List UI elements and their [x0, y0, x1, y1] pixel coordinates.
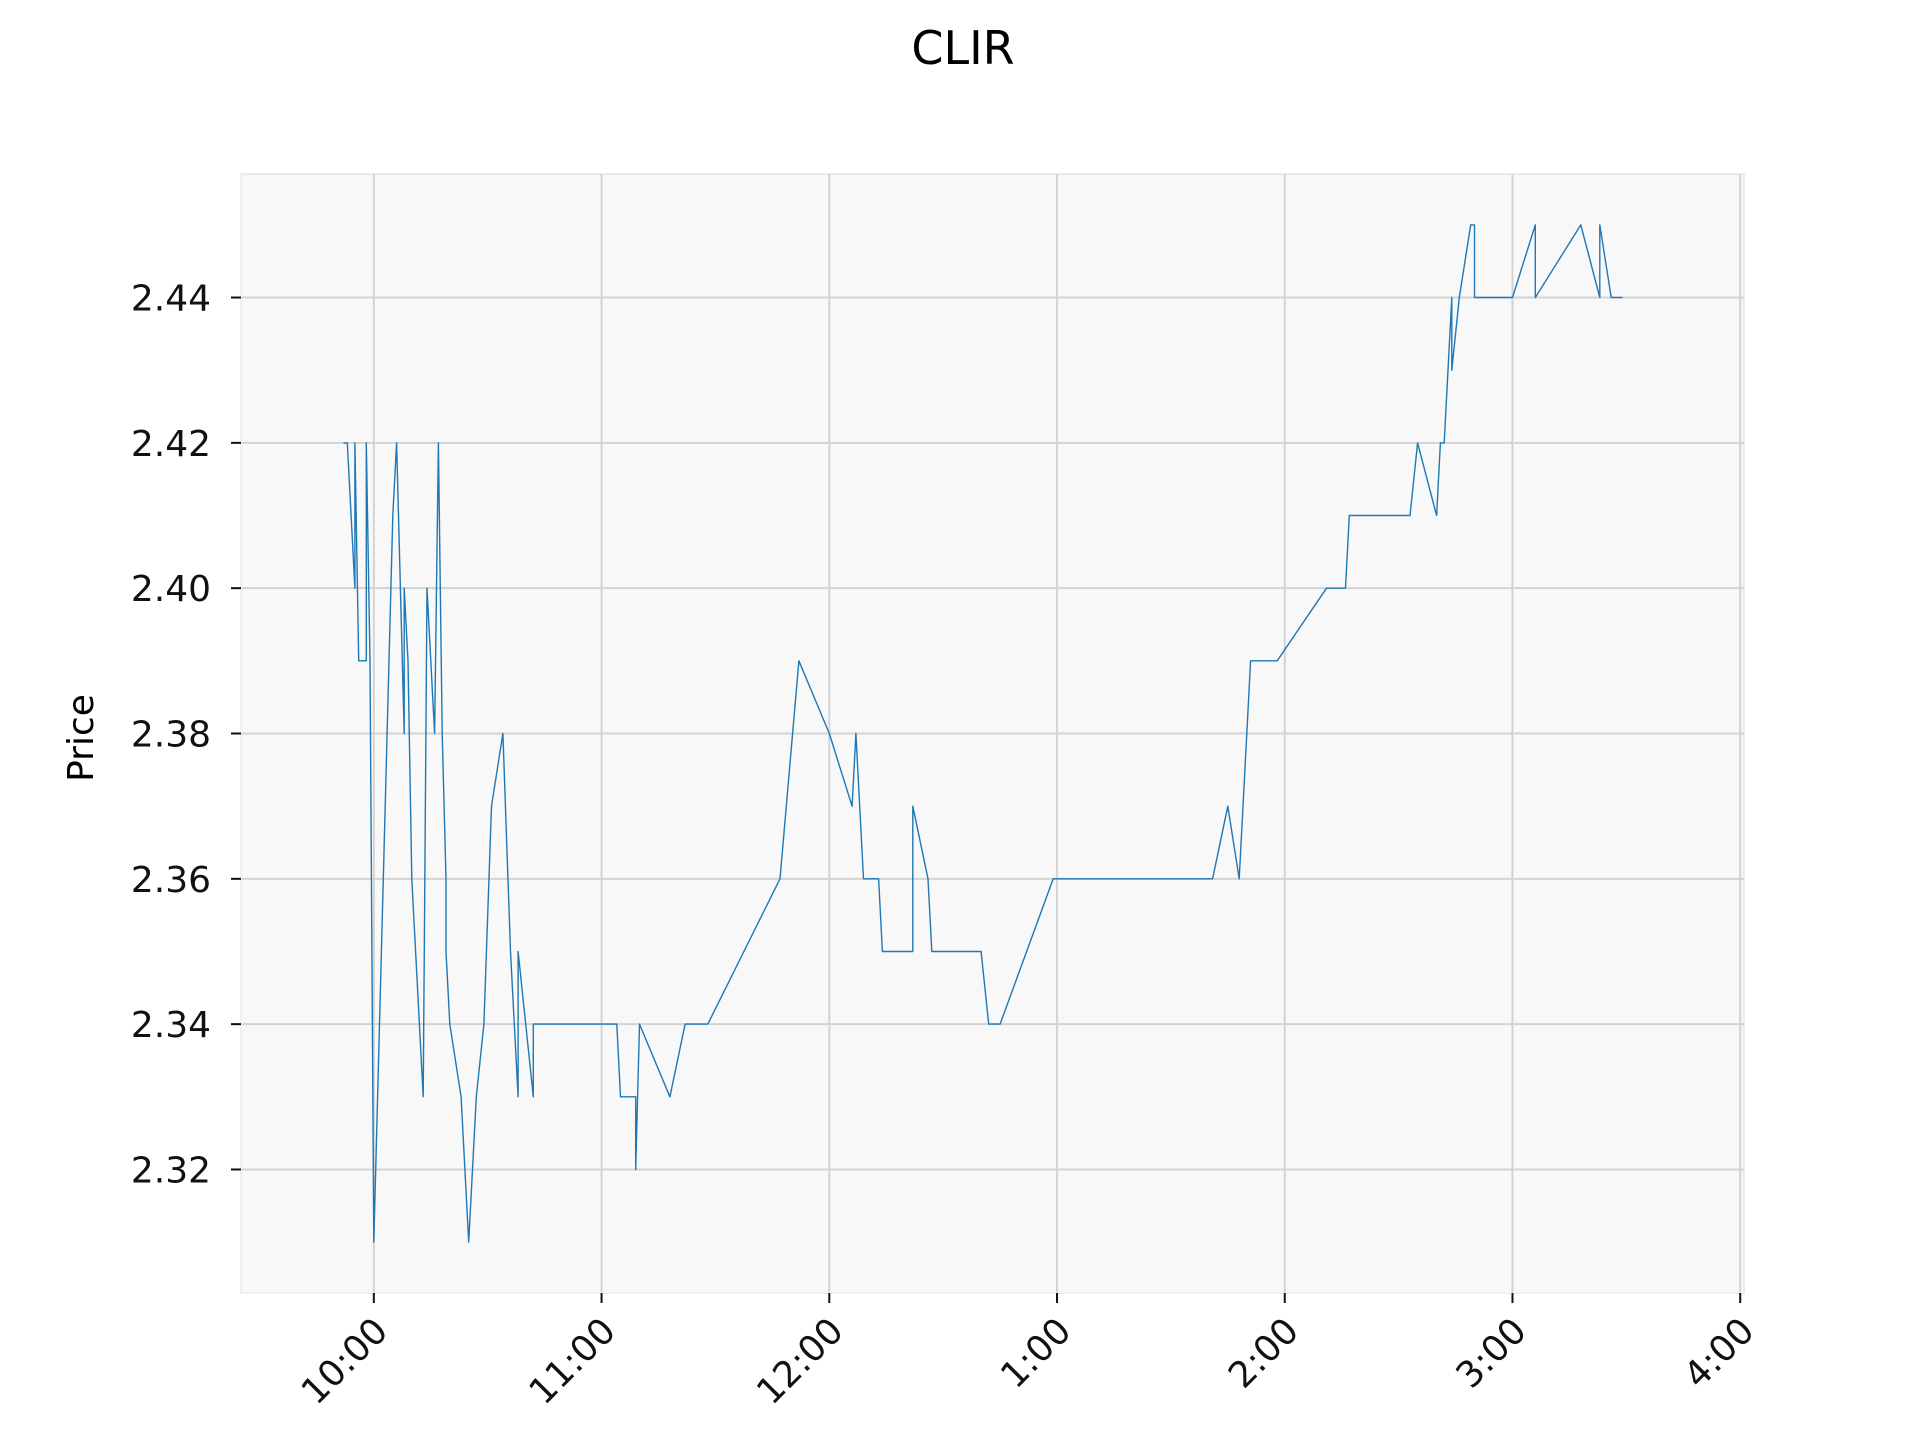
- chart-title: CLIR: [911, 21, 1014, 75]
- price-series: [343, 224, 1623, 1243]
- x-tick-label: 10:00: [294, 1310, 396, 1412]
- series-line: [343, 224, 1623, 1243]
- x-tick-label: 3:00: [1449, 1310, 1535, 1396]
- x-tick-label: 11:00: [522, 1310, 624, 1412]
- y-tick-label: 2.36: [131, 860, 211, 901]
- x-tick-label: 2:00: [1221, 1310, 1307, 1396]
- x-tick-label: 4:00: [1676, 1310, 1762, 1396]
- y-axis-ticks: 2.32 2.34 2.36 2.38 2.40 2.42 2.44: [131, 279, 241, 1191]
- x-tick-label: 1:00: [993, 1310, 1079, 1396]
- y-tick-label: 2.42: [131, 424, 211, 465]
- y-tick-label: 2.44: [131, 279, 211, 320]
- x-axis-ticks: 10:00 11:00 12:00 1:00 2:00 3:00 4:00: [294, 1293, 1763, 1413]
- y-tick-label: 2.38: [131, 715, 211, 756]
- x-tick-label: 12:00: [749, 1310, 851, 1412]
- y-axis-label: Price: [61, 694, 102, 782]
- y-tick-label: 2.34: [131, 1005, 211, 1046]
- y-tick-label: 2.40: [131, 569, 211, 610]
- y-tick-label: 2.32: [131, 1150, 211, 1191]
